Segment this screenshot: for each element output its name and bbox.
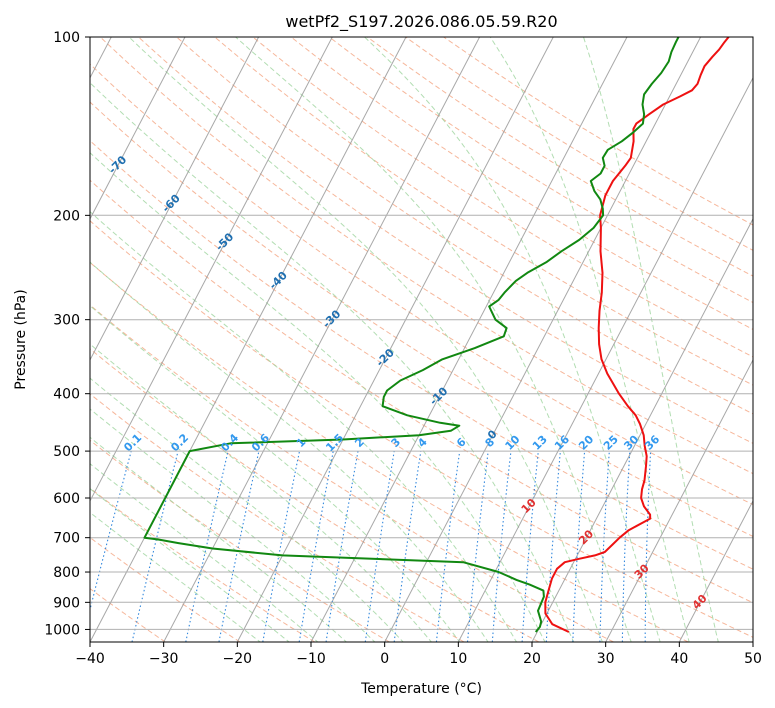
dry-adiabat — [90, 179, 753, 604]
moist-adiabat — [489, 37, 690, 642]
x-tick-label: −40 — [75, 651, 105, 667]
y-tick-label: 200 — [53, 208, 80, 224]
plot-frame — [89, 36, 754, 643]
moist-adiabat — [90, 488, 290, 642]
isotherm — [605, 358, 753, 642]
axes: −40 −30 −20 −10 0 10 20 30 40 50 100 200 300 400 500 60… — [44, 30, 762, 667]
dry-adiabat — [90, 439, 390, 642]
dry-adiabat — [290, 37, 753, 330]
y-tick-label: 700 — [53, 531, 80, 547]
x-tick-label: 0 — [380, 651, 389, 667]
x-axis-title: Temperature (°C) — [360, 681, 482, 697]
dry-adiabat — [252, 37, 753, 358]
mixing-ratio-line — [90, 450, 132, 612]
isotherm — [90, 37, 407, 642]
dry-adiabat — [90, 63, 753, 506]
dry-adiabat — [99, 37, 753, 475]
x-tick-label: 50 — [744, 651, 762, 667]
y-tick-label: 100 — [53, 30, 80, 46]
dry-adiabat — [90, 304, 614, 642]
x-tick-label: 10 — [449, 651, 467, 667]
y-tick-label: 800 — [53, 565, 80, 581]
temperature-profile — [544, 37, 730, 633]
isotherm — [90, 37, 333, 502]
dry-adiabat — [138, 37, 753, 444]
mixing-ratio-line — [131, 450, 179, 642]
isotherm — [678, 499, 753, 642]
y-tick-label: 400 — [53, 387, 80, 403]
dry-adiabat — [90, 140, 753, 570]
mixing-ratio-line — [435, 451, 461, 642]
mixing-ratio-line — [491, 451, 512, 642]
mixing-ratio-line — [185, 450, 229, 642]
mixing-ratio-line — [393, 451, 422, 642]
moist-adiabat — [90, 343, 433, 642]
moist-adiabat — [90, 408, 376, 642]
isotherm — [90, 37, 260, 361]
y-tick-label: 900 — [53, 595, 80, 611]
moist-adiabat — [90, 211, 518, 642]
dry-adiabat — [90, 588, 166, 642]
dry-adiabat — [90, 536, 241, 642]
mixing-ratio-line — [521, 451, 539, 642]
moist-adiabat — [583, 37, 719, 642]
mixing-ratio-line — [364, 451, 395, 642]
x-tick-label: 20 — [523, 651, 541, 667]
chart-title: wetPf2_S197.2026.086.05.59.R20 — [285, 12, 557, 32]
moist-adiabat — [90, 261, 489, 642]
y-tick-label: 1000 — [44, 622, 80, 638]
dry-adiabat — [328, 37, 753, 304]
moist-adiabat — [235, 37, 632, 642]
y-tick-label: 600 — [53, 491, 80, 507]
isotherm — [90, 37, 186, 220]
y-tick-label: 300 — [53, 313, 80, 329]
isotherm — [236, 37, 554, 642]
isotherm — [531, 217, 753, 642]
x-tick-label: 40 — [670, 651, 688, 667]
isotherm — [457, 76, 753, 642]
moist-adiabat — [128, 37, 603, 642]
x-tick-label: −20 — [223, 651, 253, 667]
moist-adiabat — [90, 511, 262, 642]
isotherm — [384, 37, 702, 642]
isotherm — [310, 37, 628, 642]
dewpoint-profile — [143, 37, 680, 633]
background-lines — [90, 37, 753, 642]
x-tick-label: −30 — [149, 651, 179, 667]
x-tick-label: 30 — [597, 651, 615, 667]
moist-adiabat — [90, 463, 319, 642]
y-tick-label: 500 — [53, 444, 80, 460]
isotherm — [163, 37, 481, 642]
mixing-ratio-line — [466, 451, 489, 642]
dry-adiabat — [90, 393, 465, 642]
data-lines — [143, 37, 730, 633]
dry-adiabat — [90, 348, 540, 642]
y-axis-title: Pressure (hPa) — [13, 289, 29, 389]
dry-adiabat — [90, 220, 753, 638]
moist-adiabat — [364, 37, 661, 642]
dry-adiabat — [90, 261, 689, 642]
moist-adiabat — [90, 436, 348, 642]
x-tick-label: −10 — [296, 651, 326, 667]
